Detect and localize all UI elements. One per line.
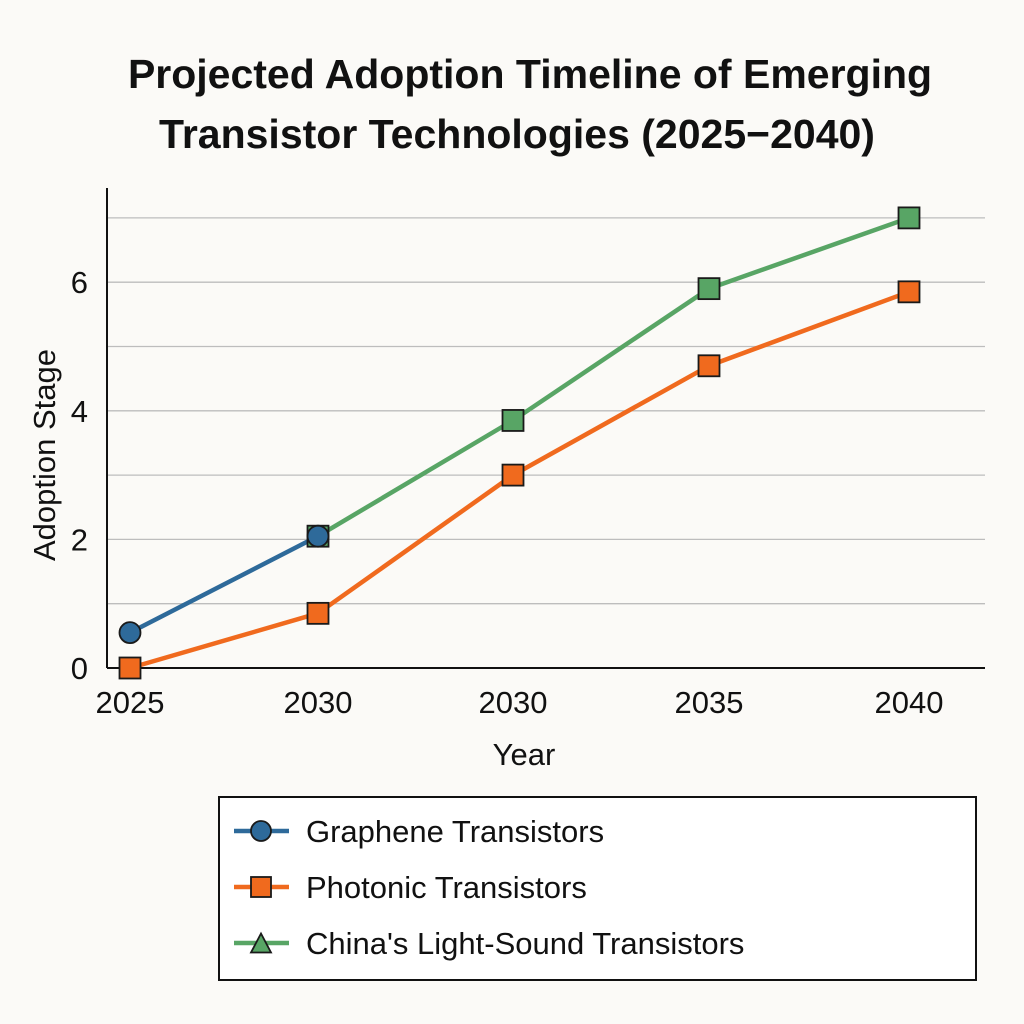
x-axis-title: Year	[493, 737, 556, 772]
legend-swatch-marker	[250, 820, 272, 842]
x-tick-label: 2040	[875, 685, 944, 720]
data-point	[501, 463, 525, 487]
y-tick-label: 2	[71, 522, 88, 557]
legend: Graphene Transistors Photonic Transistors…	[218, 796, 977, 981]
y-tick-labels: 0 2 4 6	[71, 265, 88, 686]
data-point	[897, 206, 921, 230]
legend-label: China's Light-Sound Transistors	[306, 926, 744, 961]
legend-box	[218, 796, 977, 981]
x-tick-label: 2030	[479, 685, 548, 720]
chart-title-line-2: Transistor Technologies (2025−2040)	[159, 111, 875, 157]
y-tick-label: 6	[71, 265, 88, 300]
legend-label: Photonic Transistors	[306, 870, 587, 905]
data-point	[306, 601, 330, 625]
legend-swatch-marker	[249, 931, 273, 954]
x-tick-label: 2030	[284, 685, 353, 720]
legend-item: Graphene Transistors	[234, 814, 604, 849]
legend-item: China's Light-Sound Transistors	[234, 926, 744, 961]
series-line	[127, 533, 321, 635]
gridlines	[107, 217, 985, 605]
data-point	[118, 656, 142, 680]
y-tick-label: 4	[71, 394, 88, 429]
legend-item: Photonic Transistors	[234, 870, 587, 905]
x-tick-labels: 2025 2030 2030 2035 2040	[96, 685, 944, 720]
chart-title-line-1: Projected Adoption Timeline of Emerging	[128, 51, 932, 97]
y-tick-label: 0	[71, 651, 88, 686]
legend-swatch-marker	[250, 876, 272, 898]
data-point	[697, 354, 721, 378]
chart-title: Projected Adoption Timeline of Emerging …	[128, 51, 932, 157]
x-tick-label: 2035	[675, 685, 744, 720]
data-point	[306, 524, 330, 548]
data-point	[118, 621, 142, 645]
data-point	[897, 280, 921, 304]
data-point	[697, 277, 721, 301]
x-tick-label: 2025	[96, 685, 165, 720]
y-axis-title: Adoption Stage	[27, 349, 62, 561]
axes	[106, 188, 985, 669]
series-line	[315, 215, 912, 539]
data-point	[501, 409, 525, 432]
series-markers	[118, 206, 921, 680]
series-lines	[127, 215, 912, 671]
legend-label: Graphene Transistors	[306, 814, 604, 849]
